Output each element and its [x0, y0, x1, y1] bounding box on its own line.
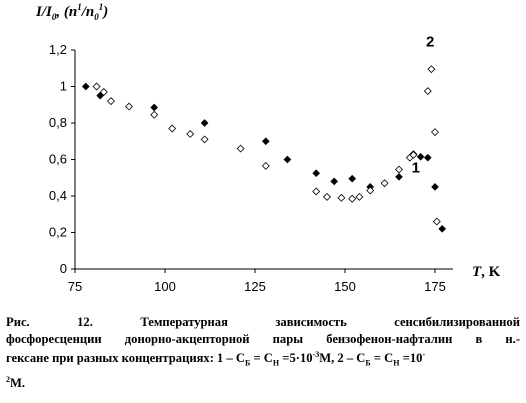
y-tick-label: 0,8	[49, 115, 67, 130]
series-1-point	[423, 153, 432, 162]
series-2-point	[323, 192, 331, 201]
figure-caption: Рис. 12. Температурная зависимость сенси…	[6, 314, 520, 392]
series-2-point	[168, 124, 177, 133]
series-2-point	[107, 97, 115, 106]
series-2-point	[200, 135, 209, 144]
caption-line-3: гексане при разных концентрациях: 1 – CБ…	[6, 350, 426, 368]
y-tick-label: 0,2	[49, 225, 67, 240]
y-ticks: 0 0,2 0,4 0,6 0,8 1 1,2	[49, 42, 75, 276]
x-tick-label: 175	[424, 279, 446, 294]
series-2-point	[150, 110, 159, 119]
x-tick-label: 150	[334, 279, 356, 294]
series-2-point	[431, 128, 439, 137]
series-2-point	[395, 165, 403, 174]
series-1-point	[431, 183, 439, 191]
series-1-point	[283, 155, 292, 164]
x-tick-label: 100	[154, 279, 176, 294]
series-1-point	[438, 225, 447, 233]
series-2-point	[366, 186, 375, 195]
caption-line-2: фосфоресценции донорно-акцепторной пары …	[6, 331, 521, 346]
y-tick-label: 1	[60, 79, 67, 94]
caption-line-1: Рис. 12. Температурная зависимость сенси…	[6, 315, 520, 329]
series-1-point	[150, 103, 159, 112]
series-2-point	[236, 144, 245, 153]
series-1-point	[348, 174, 357, 183]
x-tick-label: 75	[68, 279, 82, 294]
series-2-point	[409, 150, 418, 159]
y-tick-label: 1,2	[49, 42, 67, 57]
series-2-point	[92, 82, 101, 91]
series-1-point	[261, 137, 270, 146]
series-1-point	[395, 173, 403, 181]
series-2-point	[427, 65, 436, 74]
x-tick-label: 125	[244, 279, 266, 294]
series-2-point	[312, 187, 321, 196]
chart: 75 100 125 150 175 0 0,2 0,4 0,6 0,8 1 1,2 I/I0, (…	[35, 2, 501, 294]
x-ticks: 75 100 125 150 175	[68, 269, 446, 294]
series-2-point	[432, 217, 441, 226]
series-2-label: 2	[426, 33, 434, 50]
series-2-point	[99, 88, 108, 96]
series-2-point	[337, 193, 346, 202]
x-axis-label: T, K	[472, 264, 501, 280]
y-tick-label: 0,4	[49, 188, 67, 203]
series-2-point	[423, 87, 432, 96]
series-1-label: 1	[412, 159, 420, 176]
y-axis-label: I/I0, (n1/n01)	[35, 2, 108, 22]
series-2-point	[261, 161, 270, 170]
axes	[74, 50, 453, 270]
series-2-point	[348, 194, 357, 203]
series-2-point	[380, 179, 389, 188]
series-1-point	[81, 82, 90, 91]
series-1-point	[330, 177, 339, 186]
y-tick-label: 0	[60, 261, 67, 276]
series-2-point	[355, 192, 364, 201]
caption-line-4: 2M.	[6, 375, 26, 391]
y-tick-label: 0,6	[49, 152, 67, 167]
series-1-point	[416, 152, 425, 161]
series-2-point	[186, 129, 195, 138]
series-2-point	[125, 102, 133, 111]
series-1-point	[312, 169, 321, 178]
series-1-point	[200, 119, 209, 127]
data-points	[81, 65, 447, 233]
